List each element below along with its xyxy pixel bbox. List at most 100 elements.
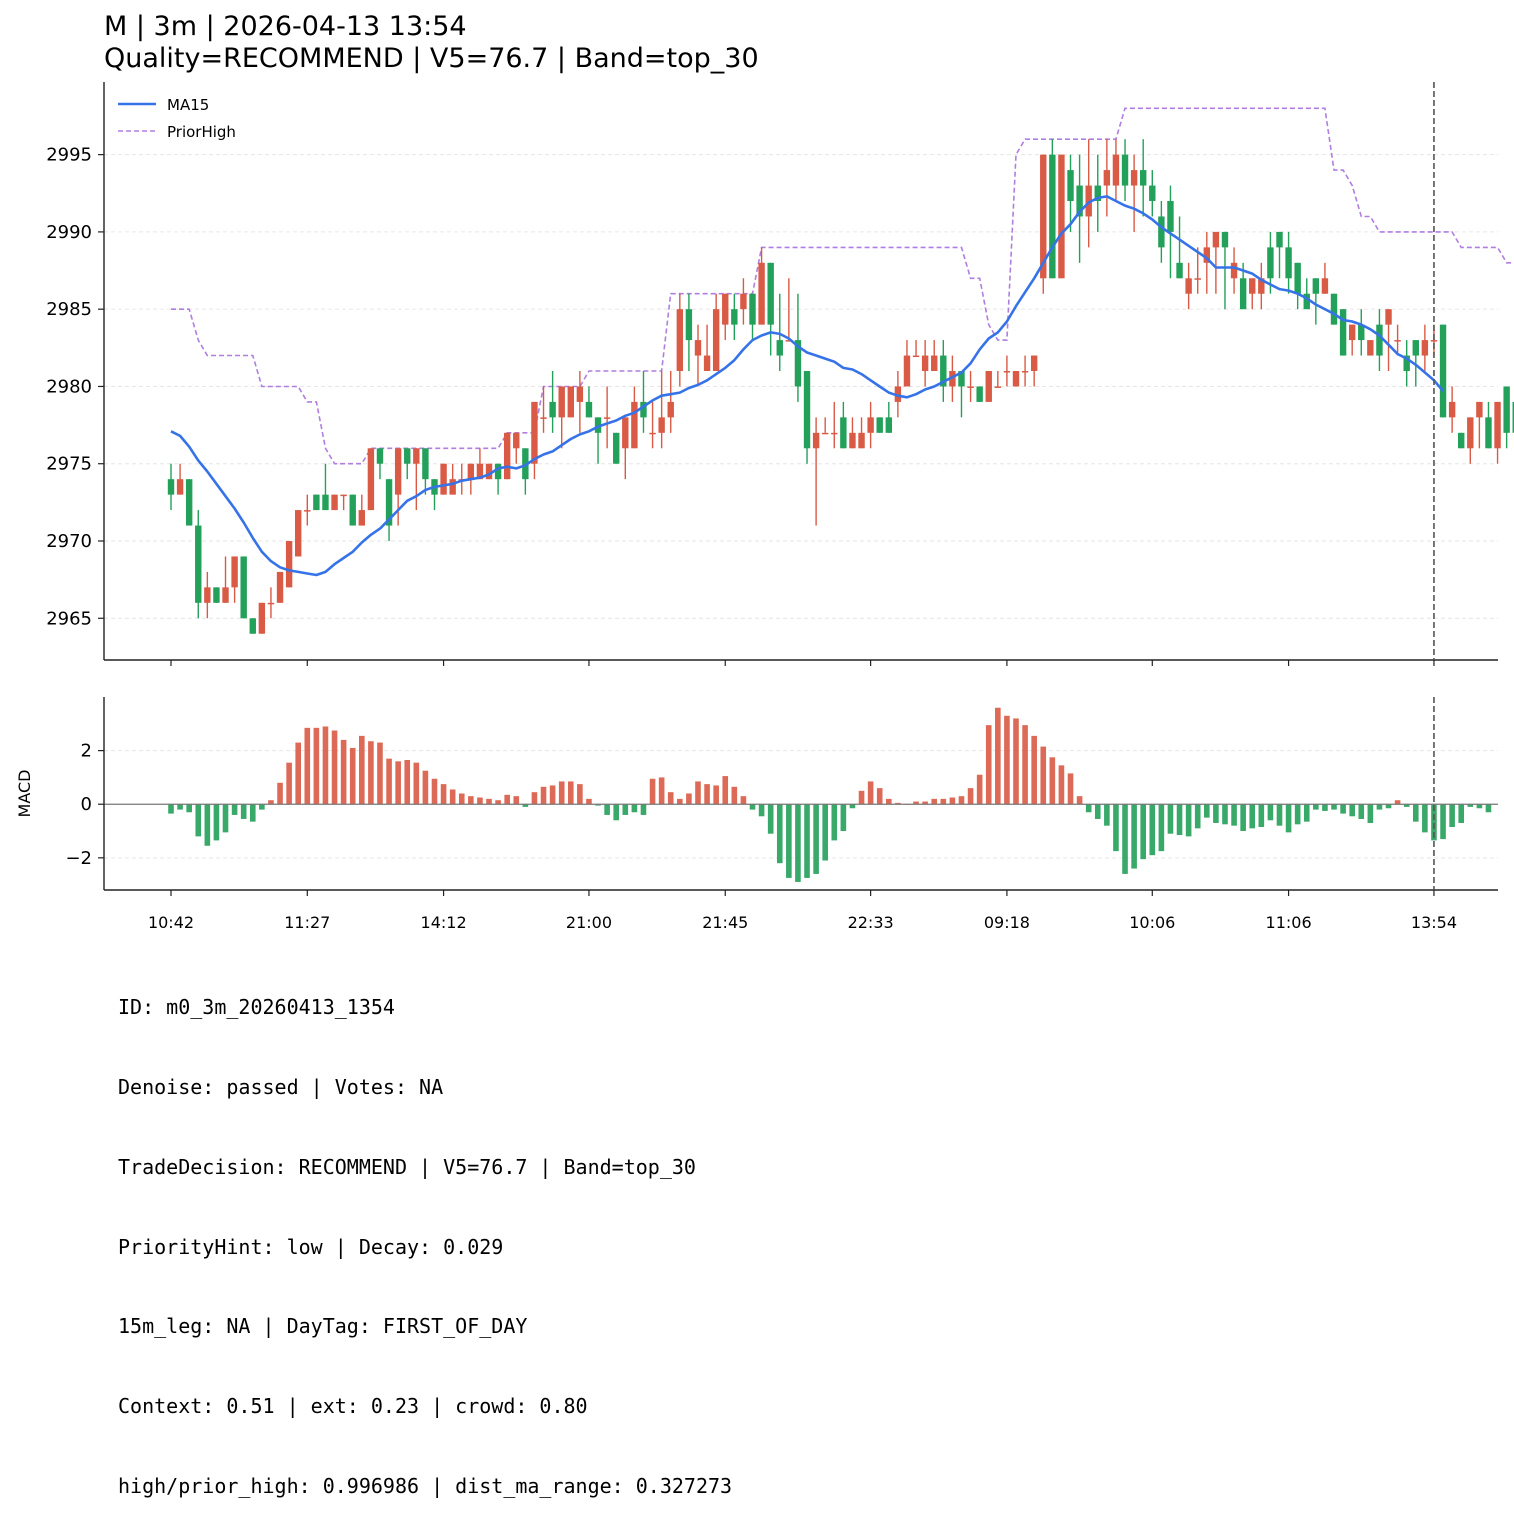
candle-body xyxy=(1294,262,1301,294)
candle-body xyxy=(531,401,538,464)
xtick-label: 11:27 xyxy=(284,913,330,932)
macd-bar xyxy=(213,804,220,841)
macd-bar xyxy=(386,758,392,805)
macd-axis-label: MACD xyxy=(15,770,34,818)
candle-body xyxy=(703,355,711,371)
macd-bar xyxy=(1022,725,1028,805)
candle-body xyxy=(1476,401,1483,418)
macd-bar xyxy=(1440,804,1446,840)
candle-body xyxy=(1112,154,1120,186)
macd-bar xyxy=(577,784,583,805)
macd-bar xyxy=(840,804,847,832)
price-ytick-label: 2965 xyxy=(46,608,92,629)
candle-body xyxy=(249,618,256,634)
candle-body xyxy=(467,463,475,480)
macd-bar xyxy=(831,804,838,841)
macd-bar xyxy=(1049,757,1056,805)
info-line-denoise: Denoise: passed | Votes: NA xyxy=(118,1074,444,1099)
candle-body xyxy=(1149,185,1156,201)
candle-body xyxy=(1430,340,1438,342)
macd-ytick-label: −2 xyxy=(65,848,92,869)
candle-body xyxy=(1140,170,1147,186)
macd-bar xyxy=(377,742,383,805)
candle-body xyxy=(994,386,1002,388)
macd-bar xyxy=(404,759,411,805)
candle-body xyxy=(240,556,247,619)
macd-bar xyxy=(967,788,974,805)
candle-body xyxy=(740,293,747,310)
macd-bar xyxy=(240,804,247,819)
candle-body xyxy=(722,293,729,325)
candle-body xyxy=(322,494,329,511)
info-panel: ID: m0_3m_20260413_1354 Denoise: passed … xyxy=(118,941,732,1526)
candle-body xyxy=(494,463,502,480)
candle-body xyxy=(1412,340,1419,356)
candle-body xyxy=(967,386,974,388)
macd-bar xyxy=(1085,804,1092,813)
macd-bar xyxy=(222,804,229,833)
candle-body xyxy=(449,479,456,495)
macd-bar xyxy=(885,798,892,805)
candle-body xyxy=(1194,278,1201,280)
candle-body xyxy=(1267,247,1274,279)
macd-bar xyxy=(1140,804,1147,860)
macd-bar xyxy=(1122,804,1128,874)
macd-bar xyxy=(985,725,992,805)
candle-body xyxy=(731,309,738,325)
candle-body xyxy=(576,386,584,402)
candle-body xyxy=(1367,340,1374,356)
candle-body xyxy=(1485,417,1492,449)
macd-bar xyxy=(849,804,856,809)
candle-body xyxy=(776,340,783,356)
macd-bar xyxy=(477,797,483,805)
x-axis: 10:42 11:27 14:12 21:00 21:45 22:33 09:18 10:06… xyxy=(148,82,1457,932)
macd-bar xyxy=(1213,804,1219,823)
macd-bar xyxy=(204,804,211,846)
candle-body xyxy=(231,556,238,588)
macd-bar xyxy=(1485,804,1492,813)
macd-bar xyxy=(595,804,601,806)
macd-bar xyxy=(858,790,865,805)
candle-body xyxy=(513,432,520,449)
macd-bar xyxy=(1367,804,1374,823)
macd-bar xyxy=(1131,804,1137,869)
candle-body xyxy=(1303,293,1310,310)
macd-bar xyxy=(586,798,592,805)
candle-body xyxy=(903,355,911,387)
macd-bar xyxy=(168,804,174,814)
candle-body xyxy=(976,386,983,402)
legend: MA15 PriorHigh xyxy=(118,96,236,141)
price-ytick-label: 2970 xyxy=(46,531,92,552)
macd-bar xyxy=(177,804,183,810)
legend-priorhigh-label: PriorHigh xyxy=(167,123,236,141)
candle-body xyxy=(1276,231,1283,248)
macd-bar xyxy=(431,778,438,805)
macd-bar xyxy=(186,804,192,813)
macd-bar xyxy=(1285,804,1292,833)
macd-bar xyxy=(1040,746,1047,805)
macd-bar xyxy=(758,804,765,817)
candle-body xyxy=(522,448,529,480)
candle-body xyxy=(304,510,311,512)
candle-body xyxy=(1158,216,1165,248)
price-ytick-label: 2990 xyxy=(46,222,92,243)
macd-bar xyxy=(1185,804,1192,837)
macd-bar xyxy=(667,792,674,805)
candle-body xyxy=(894,386,902,402)
macd-bar xyxy=(722,776,729,805)
candle-body xyxy=(1103,170,1111,186)
candle-body xyxy=(940,355,947,387)
macd-bar xyxy=(713,785,719,805)
macd-ytick-label: 2 xyxy=(81,741,92,762)
macd-bar xyxy=(1422,804,1428,833)
macd-bar xyxy=(249,804,256,822)
macd-bar xyxy=(513,796,520,805)
candle-body xyxy=(1176,262,1183,279)
macd-bar xyxy=(804,804,810,878)
price-ytick-label: 2980 xyxy=(46,376,92,397)
candle-body xyxy=(204,587,211,603)
macd-bar xyxy=(504,794,510,805)
candle-body xyxy=(422,448,429,480)
macd-bar xyxy=(895,802,901,805)
macd-bar xyxy=(540,786,547,805)
